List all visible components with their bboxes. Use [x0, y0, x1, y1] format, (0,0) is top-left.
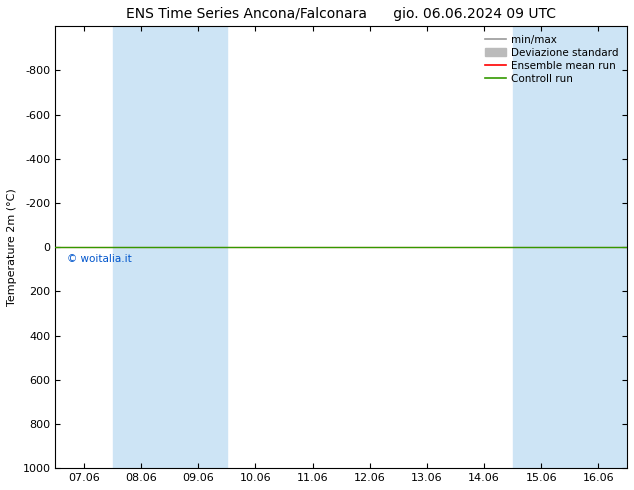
Bar — [513, 26, 627, 468]
Bar — [112, 26, 227, 468]
Text: © woitalia.it: © woitalia.it — [67, 254, 131, 264]
Title: ENS Time Series Ancona/Falconara      gio. 06.06.2024 09 UTC: ENS Time Series Ancona/Falconara gio. 06… — [126, 7, 556, 21]
Y-axis label: Temperature 2m (°C): Temperature 2m (°C) — [7, 188, 17, 306]
Legend: min/max, Deviazione standard, Ensemble mean run, Controll run: min/max, Deviazione standard, Ensemble m… — [482, 31, 622, 87]
